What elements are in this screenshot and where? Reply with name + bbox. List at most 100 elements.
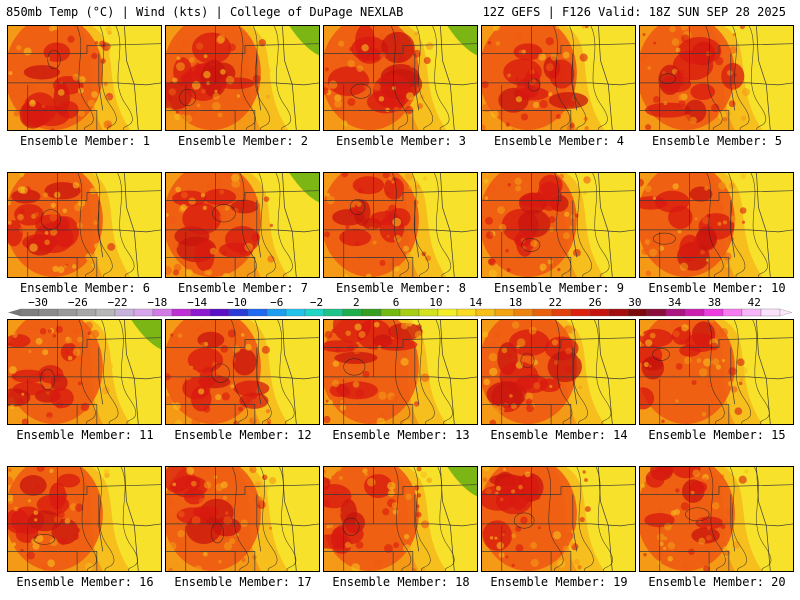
temp-speckle bbox=[563, 353, 572, 361]
temp-speckle bbox=[41, 104, 45, 109]
temp-speckle bbox=[33, 327, 37, 331]
temp-speckle bbox=[677, 229, 682, 234]
temp-speckle bbox=[721, 359, 726, 363]
temp-speckle bbox=[228, 355, 236, 364]
temp-speckle bbox=[55, 325, 63, 333]
temp-speckle bbox=[545, 63, 554, 72]
colorbar-box bbox=[665, 308, 686, 317]
temp-speckle bbox=[249, 467, 257, 474]
temp-speckle bbox=[585, 26, 589, 29]
temp-speckle bbox=[32, 467, 36, 470]
temp-speckle bbox=[391, 501, 399, 509]
temp-hot-blob bbox=[538, 174, 563, 197]
temp-speckle bbox=[167, 541, 177, 551]
temp-speckle bbox=[727, 70, 733, 76]
temp-speckle bbox=[507, 183, 512, 187]
temp-speckle bbox=[19, 208, 25, 215]
ensemble-map bbox=[166, 173, 319, 277]
temp-hot-blob bbox=[44, 182, 81, 200]
temp-speckle bbox=[562, 545, 570, 553]
temp-speckle bbox=[644, 185, 652, 192]
temp-speckle bbox=[89, 187, 97, 195]
temp-speckle bbox=[339, 404, 347, 411]
temp-speckle bbox=[379, 412, 386, 419]
temp-hot-blob bbox=[8, 334, 31, 348]
ensemble-member-label: Ensemble Member: 16 bbox=[16, 575, 154, 589]
temp-speckle bbox=[652, 487, 659, 494]
temp-speckle bbox=[711, 103, 720, 113]
temp-speckle bbox=[711, 501, 720, 510]
temp-hot-blob bbox=[194, 240, 215, 272]
temp-speckle bbox=[663, 536, 668, 541]
temp-speckle bbox=[393, 234, 402, 243]
temp-speckle bbox=[219, 189, 225, 195]
temp-speckle bbox=[326, 337, 330, 341]
temp-speckle bbox=[647, 66, 652, 70]
temp-speckle bbox=[13, 110, 20, 117]
temp-speckle bbox=[530, 240, 538, 248]
temp-speckle bbox=[86, 265, 94, 272]
temp-hot-blob bbox=[23, 92, 57, 124]
temp-speckle bbox=[405, 92, 414, 100]
temp-speckle bbox=[324, 499, 331, 508]
cool-green-region bbox=[131, 320, 161, 350]
temp-speckle bbox=[46, 56, 50, 61]
temp-speckle bbox=[256, 542, 262, 548]
temp-speckle bbox=[20, 186, 28, 194]
temp-speckle bbox=[340, 399, 344, 404]
temp-speckle bbox=[672, 244, 676, 248]
temp-speckle bbox=[8, 476, 14, 486]
temp-speckle bbox=[198, 497, 206, 505]
temp-speckle bbox=[572, 255, 580, 263]
temp-speckle bbox=[649, 240, 656, 247]
temp-speckle bbox=[325, 192, 330, 197]
temp-hot-blob bbox=[43, 42, 71, 62]
temp-speckle bbox=[532, 101, 540, 109]
temp-speckle bbox=[680, 26, 689, 31]
temp-speckle bbox=[648, 364, 652, 368]
temp-speckle bbox=[376, 337, 381, 343]
temp-speckle bbox=[511, 321, 520, 329]
temp-speckle bbox=[645, 339, 653, 347]
colorbar-box bbox=[304, 308, 325, 317]
ensemble-map-panel bbox=[323, 172, 478, 278]
colorbar-tick-label: 34 bbox=[668, 297, 682, 309]
temp-speckle bbox=[642, 52, 649, 58]
temp-speckle bbox=[728, 100, 736, 108]
temp-speckle bbox=[220, 481, 228, 489]
state-boundaries bbox=[482, 173, 635, 277]
temp-speckle bbox=[640, 483, 646, 488]
cool-green-region bbox=[447, 26, 477, 56]
temp-speckle bbox=[8, 200, 11, 206]
cool-green-region bbox=[447, 467, 477, 497]
temp-speckle bbox=[49, 468, 54, 474]
temp-speckle bbox=[324, 231, 331, 238]
temp-speckle bbox=[211, 361, 218, 367]
colorbar-box bbox=[399, 308, 420, 317]
temp-speckle bbox=[734, 407, 743, 416]
temp-speckle bbox=[675, 399, 679, 403]
temp-speckle bbox=[236, 94, 241, 98]
temp-speckle bbox=[76, 528, 81, 533]
temp-speckle bbox=[667, 556, 674, 562]
temp-speckle bbox=[680, 502, 690, 511]
temp-speckle bbox=[49, 213, 58, 222]
isotherm-contours bbox=[211, 320, 295, 424]
temp-speckle bbox=[191, 81, 201, 90]
temp-speckle bbox=[231, 179, 241, 188]
temp-speckle bbox=[691, 380, 697, 386]
colorbar-tick-label: 14 bbox=[469, 297, 483, 309]
temp-speckle bbox=[389, 242, 395, 248]
colorbar-box bbox=[456, 308, 477, 317]
ensemble-member-label: Ensemble Member: 10 bbox=[648, 281, 786, 295]
temp-speckle bbox=[689, 116, 697, 124]
temp-speckle bbox=[73, 328, 80, 335]
temp-speckle bbox=[166, 107, 174, 116]
temp-speckle bbox=[334, 94, 342, 102]
temp-speckle bbox=[210, 32, 214, 36]
temp-speckle bbox=[712, 200, 719, 206]
temp-speckle bbox=[400, 322, 408, 330]
ensemble-member-label: Ensemble Member: 7 bbox=[177, 281, 309, 295]
temp-speckle bbox=[77, 381, 82, 386]
temp-hot-blob bbox=[486, 381, 527, 408]
